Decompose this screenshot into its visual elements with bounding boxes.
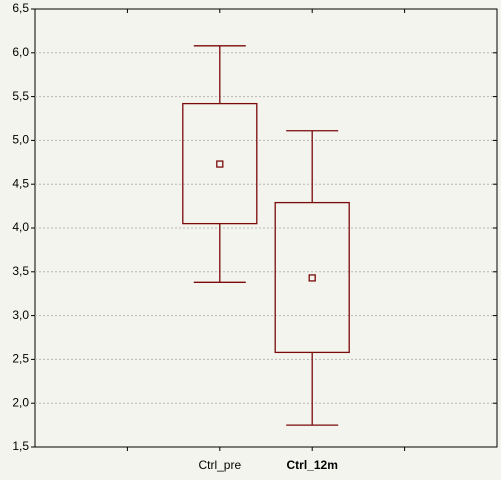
y-tick-label: 3,0 [12, 308, 29, 322]
y-tick-label: 2,5 [12, 352, 29, 366]
y-tick-label: 2,0 [12, 395, 29, 409]
y-tick-label: 5,5 [12, 89, 29, 103]
y-tick-label: 4,5 [12, 176, 29, 190]
y-tick-label: 5,0 [12, 133, 29, 147]
mean-marker [308, 274, 316, 282]
y-tick-label: 3,5 [12, 264, 29, 278]
y-tick-label: 1,5 [12, 439, 29, 453]
mean-marker [216, 160, 224, 168]
y-tick-label: 6,0 [12, 45, 29, 59]
y-tick-label: 6,5 [12, 1, 29, 15]
y-tick-label: 4,0 [12, 220, 29, 234]
x-tick-label: Ctrl_12m [287, 458, 338, 472]
x-tick-label: Ctrl_pre [198, 458, 241, 472]
box [182, 102, 258, 225]
box [274, 201, 350, 354]
